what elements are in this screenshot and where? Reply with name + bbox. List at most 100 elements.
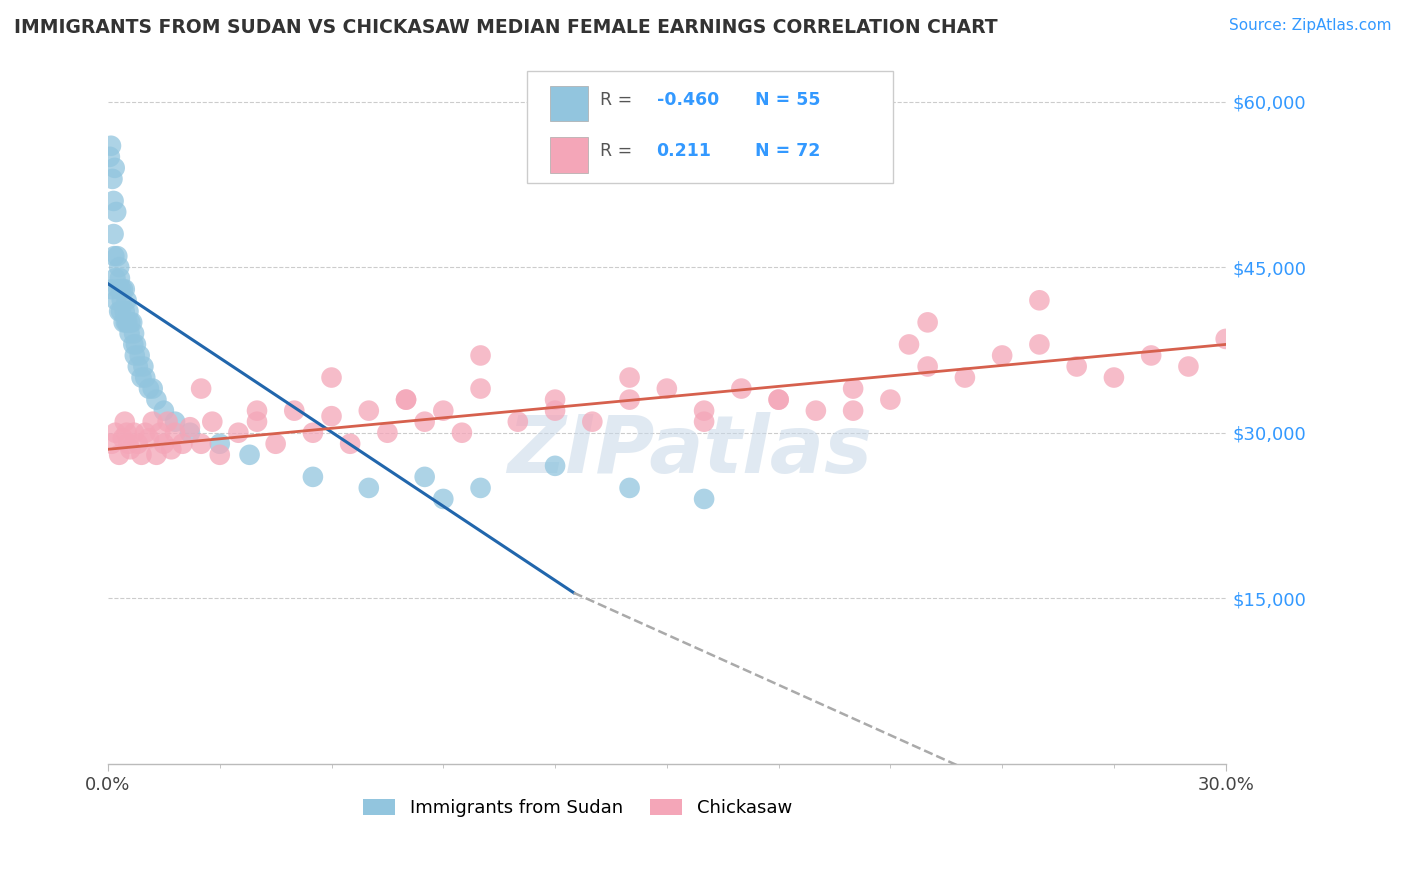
Point bbox=[100, 436, 122, 450]
Point bbox=[114, 304, 136, 318]
Point bbox=[208, 436, 231, 450]
Point bbox=[506, 415, 529, 429]
Point bbox=[114, 282, 136, 296]
Point bbox=[114, 415, 136, 429]
Point bbox=[160, 442, 183, 457]
Point bbox=[131, 370, 153, 384]
Text: N = 72: N = 72 bbox=[755, 143, 820, 161]
Point bbox=[302, 470, 325, 484]
Point bbox=[142, 415, 165, 429]
Point bbox=[108, 304, 131, 318]
Text: R =: R = bbox=[600, 143, 638, 161]
Point bbox=[127, 436, 149, 450]
Point bbox=[145, 392, 167, 407]
Point bbox=[1066, 359, 1088, 374]
Point bbox=[190, 436, 212, 450]
Point bbox=[1028, 293, 1050, 308]
Point bbox=[1102, 370, 1125, 384]
Point bbox=[581, 415, 603, 429]
Point bbox=[246, 415, 269, 429]
Point bbox=[122, 326, 145, 341]
Point bbox=[110, 304, 132, 318]
Point bbox=[165, 415, 187, 429]
Point bbox=[172, 436, 194, 450]
Point bbox=[127, 359, 149, 374]
Point bbox=[103, 194, 125, 208]
Text: Source: ZipAtlas.com: Source: ZipAtlas.com bbox=[1229, 18, 1392, 33]
Point bbox=[138, 382, 160, 396]
Point bbox=[111, 431, 134, 445]
Point bbox=[470, 481, 492, 495]
Point bbox=[544, 403, 567, 417]
Point bbox=[103, 249, 125, 263]
Text: N = 55: N = 55 bbox=[755, 91, 821, 109]
Point bbox=[238, 448, 260, 462]
Point bbox=[1215, 332, 1237, 346]
Point bbox=[108, 448, 131, 462]
Point bbox=[111, 282, 134, 296]
Point bbox=[842, 403, 865, 417]
Point bbox=[165, 425, 187, 440]
Point bbox=[112, 315, 135, 329]
Point bbox=[105, 249, 128, 263]
Point bbox=[117, 315, 139, 329]
Point bbox=[991, 349, 1014, 363]
Point bbox=[115, 293, 138, 308]
Point bbox=[134, 425, 156, 440]
Point bbox=[413, 470, 436, 484]
Point bbox=[470, 382, 492, 396]
Point bbox=[768, 392, 790, 407]
Text: IMMIGRANTS FROM SUDAN VS CHICKASAW MEDIAN FEMALE EARNINGS CORRELATION CHART: IMMIGRANTS FROM SUDAN VS CHICKASAW MEDIA… bbox=[14, 18, 998, 37]
Point bbox=[321, 409, 343, 424]
Point bbox=[544, 458, 567, 473]
Point bbox=[149, 425, 172, 440]
Point bbox=[1028, 337, 1050, 351]
Point bbox=[413, 415, 436, 429]
Point bbox=[98, 150, 121, 164]
Point bbox=[118, 326, 141, 341]
Point bbox=[246, 403, 269, 417]
Point bbox=[107, 282, 129, 296]
Point bbox=[110, 282, 132, 296]
Point bbox=[619, 392, 641, 407]
Point bbox=[470, 349, 492, 363]
Point bbox=[100, 282, 122, 296]
Point bbox=[953, 370, 976, 384]
Text: ZIPatlas: ZIPatlas bbox=[506, 412, 872, 490]
Point bbox=[451, 425, 474, 440]
Point bbox=[179, 425, 201, 440]
Text: 0.211: 0.211 bbox=[657, 143, 711, 161]
Point bbox=[103, 227, 125, 241]
Point bbox=[357, 403, 380, 417]
Point bbox=[117, 436, 139, 450]
Point bbox=[145, 448, 167, 462]
Legend: Immigrants from Sudan, Chickasaw: Immigrants from Sudan, Chickasaw bbox=[356, 791, 800, 824]
Point bbox=[122, 425, 145, 440]
Point bbox=[128, 349, 150, 363]
Point bbox=[302, 425, 325, 440]
Point bbox=[693, 415, 716, 429]
Point bbox=[283, 403, 305, 417]
Point bbox=[134, 370, 156, 384]
Point bbox=[122, 337, 145, 351]
Point bbox=[228, 425, 250, 440]
Point bbox=[104, 161, 127, 175]
Point bbox=[108, 260, 131, 275]
Point bbox=[321, 370, 343, 384]
Point bbox=[619, 481, 641, 495]
Point bbox=[138, 431, 160, 445]
Point bbox=[121, 315, 143, 329]
Point bbox=[693, 491, 716, 506]
Point bbox=[357, 481, 380, 495]
Point bbox=[730, 382, 752, 396]
Point bbox=[395, 392, 418, 407]
Point bbox=[142, 382, 165, 396]
Point bbox=[125, 337, 148, 351]
Point bbox=[339, 436, 361, 450]
Point bbox=[432, 403, 454, 417]
Point bbox=[115, 425, 138, 440]
Point bbox=[153, 436, 176, 450]
Point bbox=[655, 382, 678, 396]
Point bbox=[842, 382, 865, 396]
Point bbox=[693, 403, 716, 417]
